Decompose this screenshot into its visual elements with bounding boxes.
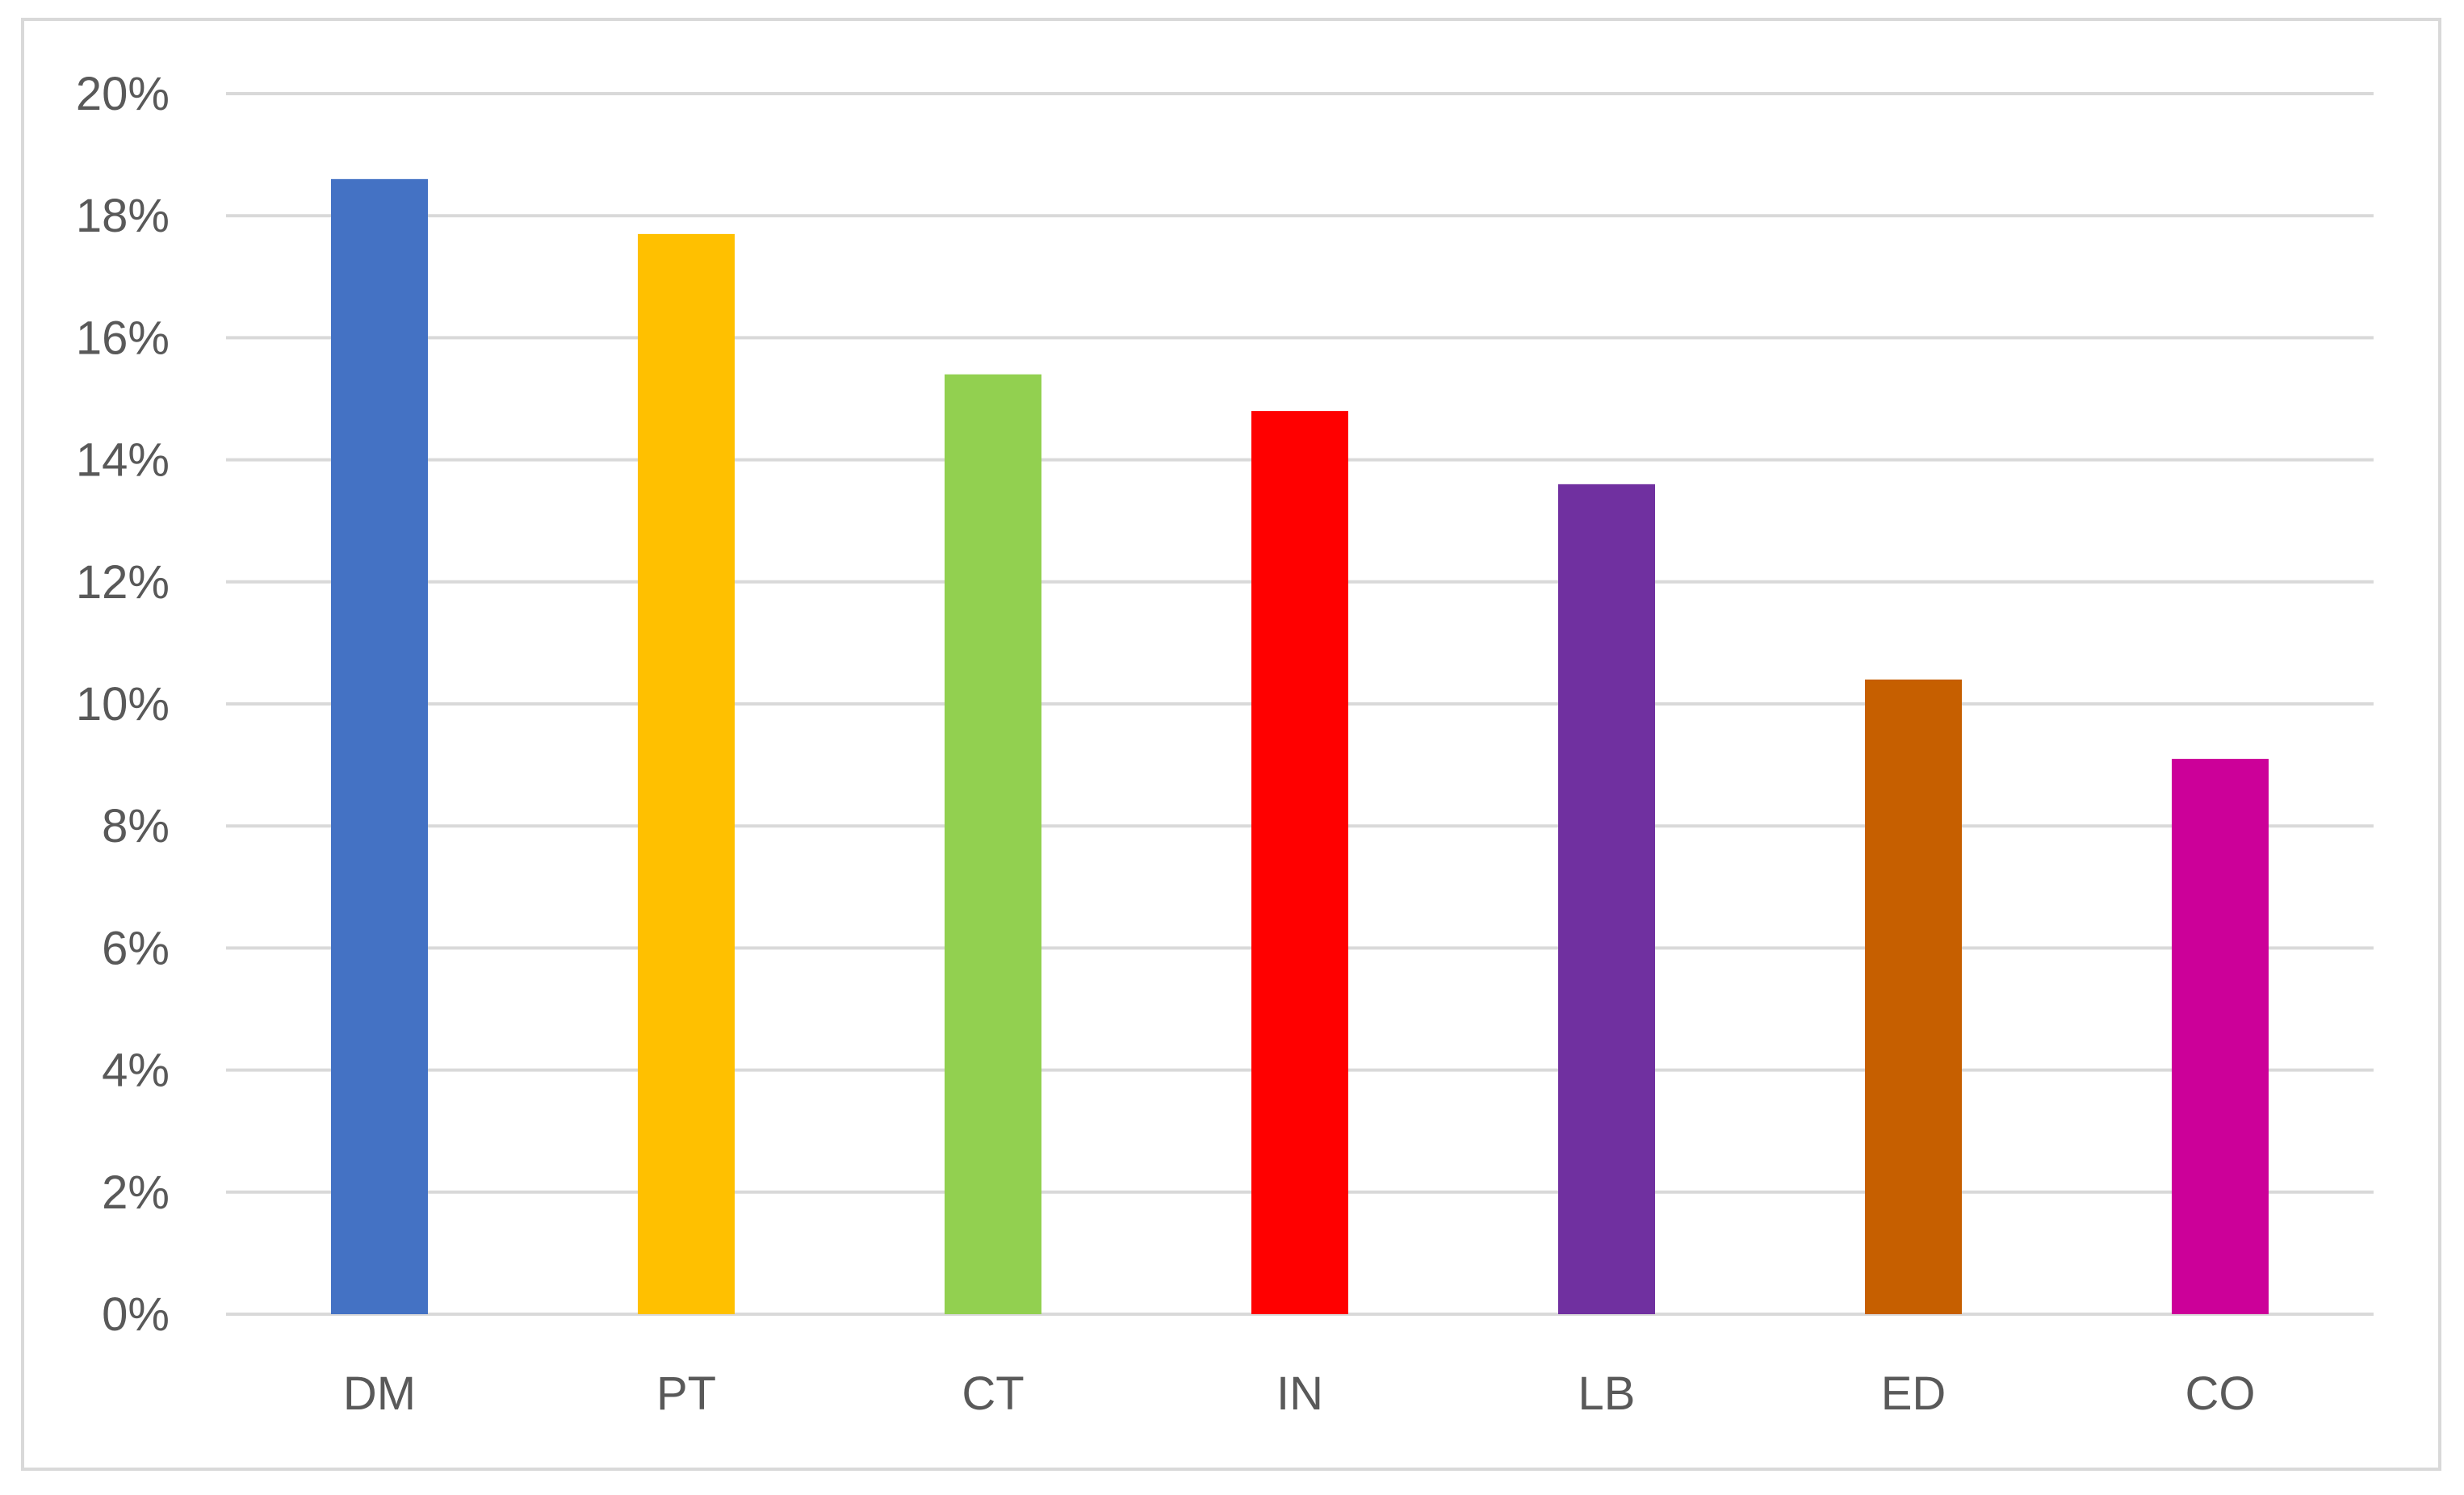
bars <box>331 178 2269 1315</box>
x-category-label: DM <box>343 1367 416 1420</box>
y-tick-label: 2% <box>102 1166 170 1219</box>
y-tick-label: 18% <box>76 190 170 242</box>
y-axis-tick-labels: 0% 2% 4% 6% 8% 10% 12% 14% 16% 18% 20% <box>76 68 170 1341</box>
y-tick-label: 4% <box>102 1045 170 1097</box>
x-category-label: ED <box>1881 1367 1946 1420</box>
y-tick-label: 6% <box>102 922 170 974</box>
bar-ed <box>1865 679 1962 1314</box>
bar-ct <box>945 374 1041 1314</box>
y-tick-label: 20% <box>76 68 170 120</box>
gridlines <box>226 92 2374 1316</box>
y-tick-label: 14% <box>76 434 170 487</box>
x-category-label: LB <box>1578 1367 1636 1420</box>
bar-lb <box>1558 484 1655 1314</box>
x-category-label: CT <box>962 1367 1024 1420</box>
bar-dm <box>331 178 428 1315</box>
x-category-label: PT <box>656 1367 716 1420</box>
y-tick-label: 8% <box>102 800 170 852</box>
y-tick-label: 10% <box>76 678 170 731</box>
x-category-label: CO <box>2185 1367 2256 1420</box>
x-axis-category-labels: DM PT CT IN LB ED CO <box>343 1367 2256 1420</box>
bar-pt <box>638 233 735 1314</box>
y-tick-label: 16% <box>76 312 170 364</box>
y-tick-label: 0% <box>102 1288 170 1341</box>
x-category-label: IN <box>1276 1367 1323 1420</box>
y-tick-label: 12% <box>76 556 170 609</box>
bar-co <box>2172 759 2269 1314</box>
bar-in <box>1251 411 1348 1314</box>
